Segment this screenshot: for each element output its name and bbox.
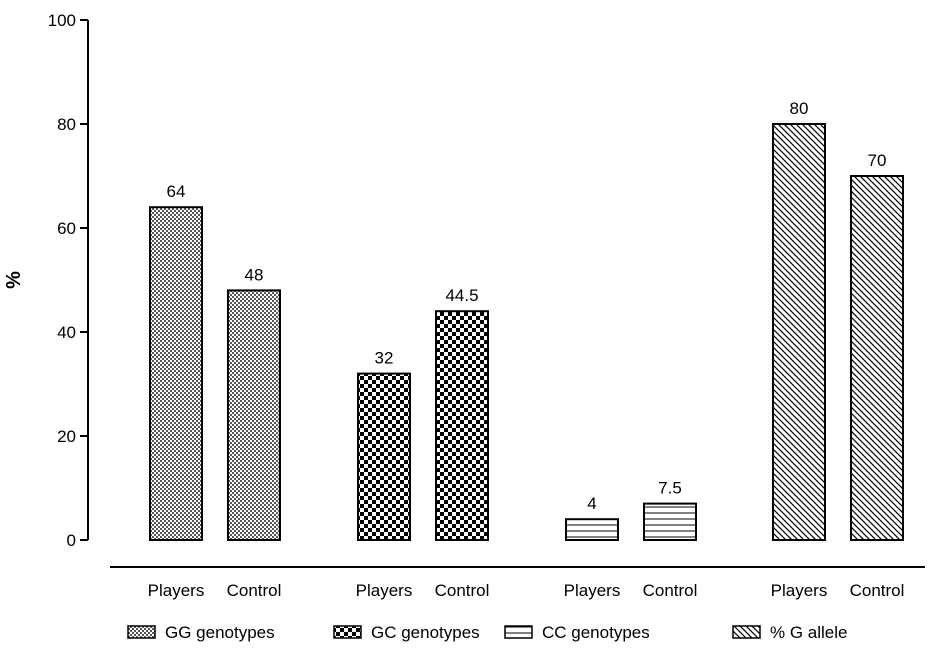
category-labels-group: Players Control Players Control Players Contr… — [148, 581, 905, 600]
bar — [565, 518, 619, 542]
bar — [850, 175, 904, 541]
category-label: Players — [771, 581, 828, 600]
bar-value-label: 32 — [375, 349, 394, 368]
bars-group — [149, 123, 904, 542]
y-tick-label: 20 — [57, 427, 76, 446]
bar-value-label: 70 — [868, 151, 887, 170]
bar — [149, 206, 203, 541]
category-label: Players — [356, 581, 413, 600]
category-label: Players — [148, 581, 205, 600]
category-label: Control — [435, 581, 490, 600]
bar-value-label: 44.5 — [445, 286, 478, 305]
legend-label: GG genotypes — [165, 623, 275, 642]
bar-value-label: 80 — [790, 99, 809, 118]
legend-swatch — [333, 625, 362, 639]
legend: GG genotypes GC genotypes CC genotypes % G … — [127, 623, 847, 642]
y-tick-label: 100 — [48, 11, 76, 30]
legend-label: % G allele — [770, 623, 847, 642]
bar-value-label: 64 — [167, 182, 186, 201]
y-axis-title: % — [3, 271, 25, 289]
y-tick-label: 40 — [57, 323, 76, 342]
category-label: Control — [643, 581, 698, 600]
legend-swatch — [127, 625, 156, 639]
bar-value-label: 4 — [587, 494, 596, 513]
bar — [435, 310, 489, 542]
bar — [643, 502, 697, 542]
y-tick-label: 80 — [57, 115, 76, 134]
legend-label: CC genotypes — [542, 623, 650, 642]
legend-swatch — [504, 625, 533, 639]
bar — [772, 123, 826, 541]
y-tick-label: 60 — [57, 219, 76, 238]
y-axis: 0 20 40 60 80 100 % — [3, 11, 89, 550]
bar — [227, 289, 281, 541]
y-tick-label: 0 — [67, 531, 76, 550]
bar-value-label: 48 — [245, 265, 264, 284]
category-label: Control — [850, 581, 905, 600]
category-label: Control — [227, 581, 282, 600]
legend-label: GC genotypes — [371, 623, 480, 642]
category-label: Players — [564, 581, 621, 600]
y-axis-ticks: 0 20 40 60 80 100 — [48, 11, 88, 550]
value-labels-group: 64 48 32 44.5 4 7.5 80 70 — [167, 99, 887, 513]
legend-swatch — [732, 625, 761, 639]
bar — [357, 372, 411, 541]
bar-value-label: 7.5 — [658, 479, 682, 498]
